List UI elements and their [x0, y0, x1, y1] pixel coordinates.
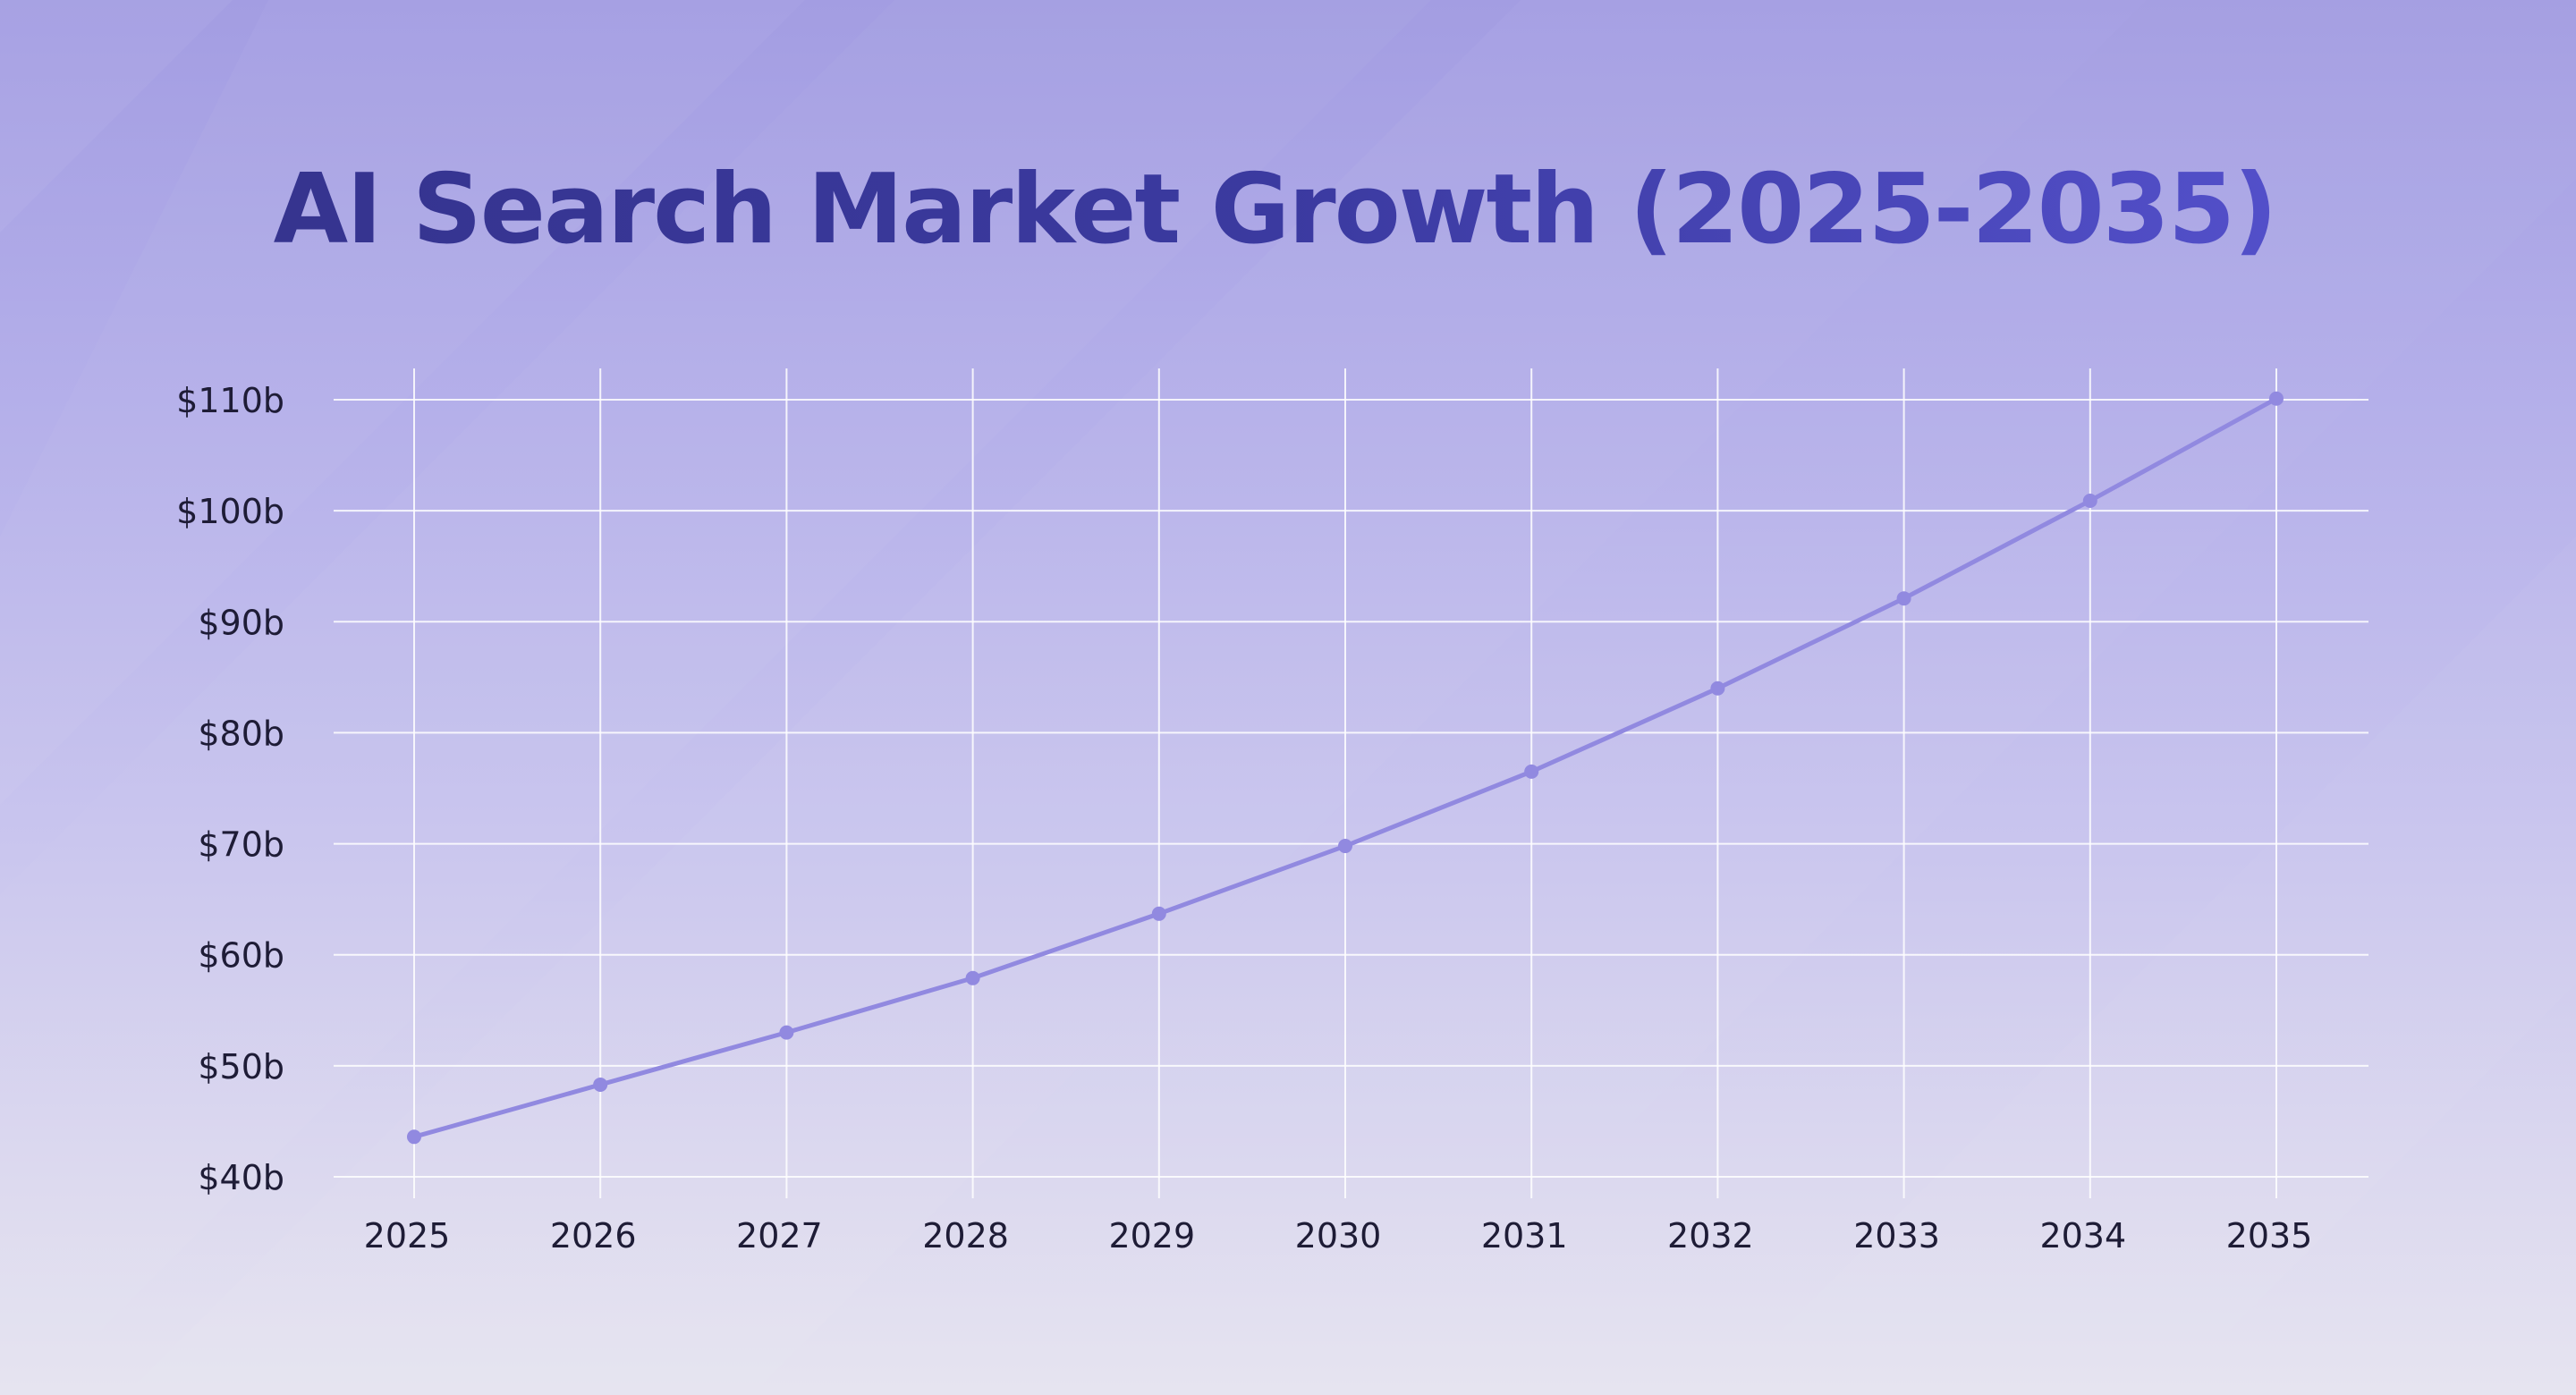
x-tick-label: 2035 [2226, 1216, 2313, 1256]
y-tick-label: $90b [198, 603, 284, 642]
y-tick-label: $50b [198, 1047, 284, 1086]
data-point[interactable] [593, 1077, 608, 1092]
x-tick-label: 2032 [1667, 1216, 1754, 1256]
y-tick-label: $60b [198, 936, 284, 976]
y-tick-label: $40b [198, 1158, 284, 1197]
x-tick-label: 2029 [1108, 1216, 1195, 1256]
x-tick-label: 2034 [2039, 1216, 2126, 1256]
data-point[interactable] [2082, 493, 2097, 508]
chart-title: AI Search Market Growth (2025-2035) [0, 152, 2576, 268]
x-tick-label: 2025 [364, 1216, 451, 1256]
data-point[interactable] [779, 1025, 794, 1040]
data-point[interactable] [1524, 764, 1539, 779]
data-point[interactable] [1151, 906, 1166, 921]
x-tick-label: 2026 [550, 1216, 637, 1256]
data-point[interactable] [1710, 681, 1725, 696]
data-point[interactable] [2269, 391, 2284, 406]
y-tick-label: $100b [176, 492, 284, 531]
data-point[interactable] [965, 970, 980, 985]
series-group [407, 391, 2284, 1145]
data-point[interactable] [1896, 591, 1911, 606]
x-tick-label: 2027 [736, 1216, 823, 1256]
y-tick-label: $80b [198, 714, 284, 753]
x-tick-label: 2033 [1853, 1216, 1940, 1256]
data-point[interactable] [407, 1129, 421, 1145]
x-tick-label: 2028 [922, 1216, 1009, 1256]
y-axis: $40b $50b $60b $70b $80b $90b $100b $110b [176, 381, 284, 1197]
data-point[interactable] [1338, 839, 1352, 854]
x-axis: 2025 2026 2027 2028 2029 2030 2031 2032 2033 2034… [364, 1216, 2313, 1256]
y-tick-label: $110b [176, 381, 284, 420]
x-tick-label: 2030 [1295, 1216, 1382, 1256]
x-tick-label: 2031 [1481, 1216, 1568, 1256]
y-tick-label: $70b [198, 825, 284, 865]
